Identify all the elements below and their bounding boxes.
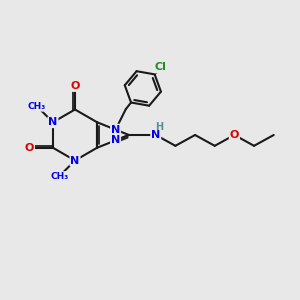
Text: O: O <box>70 81 80 91</box>
Text: O: O <box>230 130 239 140</box>
Text: H: H <box>155 122 164 132</box>
Text: Cl: Cl <box>154 62 166 73</box>
Text: N: N <box>48 117 58 127</box>
Text: N: N <box>111 135 120 146</box>
Text: O: O <box>25 143 34 153</box>
Text: N: N <box>111 124 120 135</box>
Text: N: N <box>70 155 80 166</box>
Text: N: N <box>151 130 160 140</box>
Text: CH₃: CH₃ <box>28 102 46 111</box>
Text: CH₃: CH₃ <box>50 172 68 181</box>
